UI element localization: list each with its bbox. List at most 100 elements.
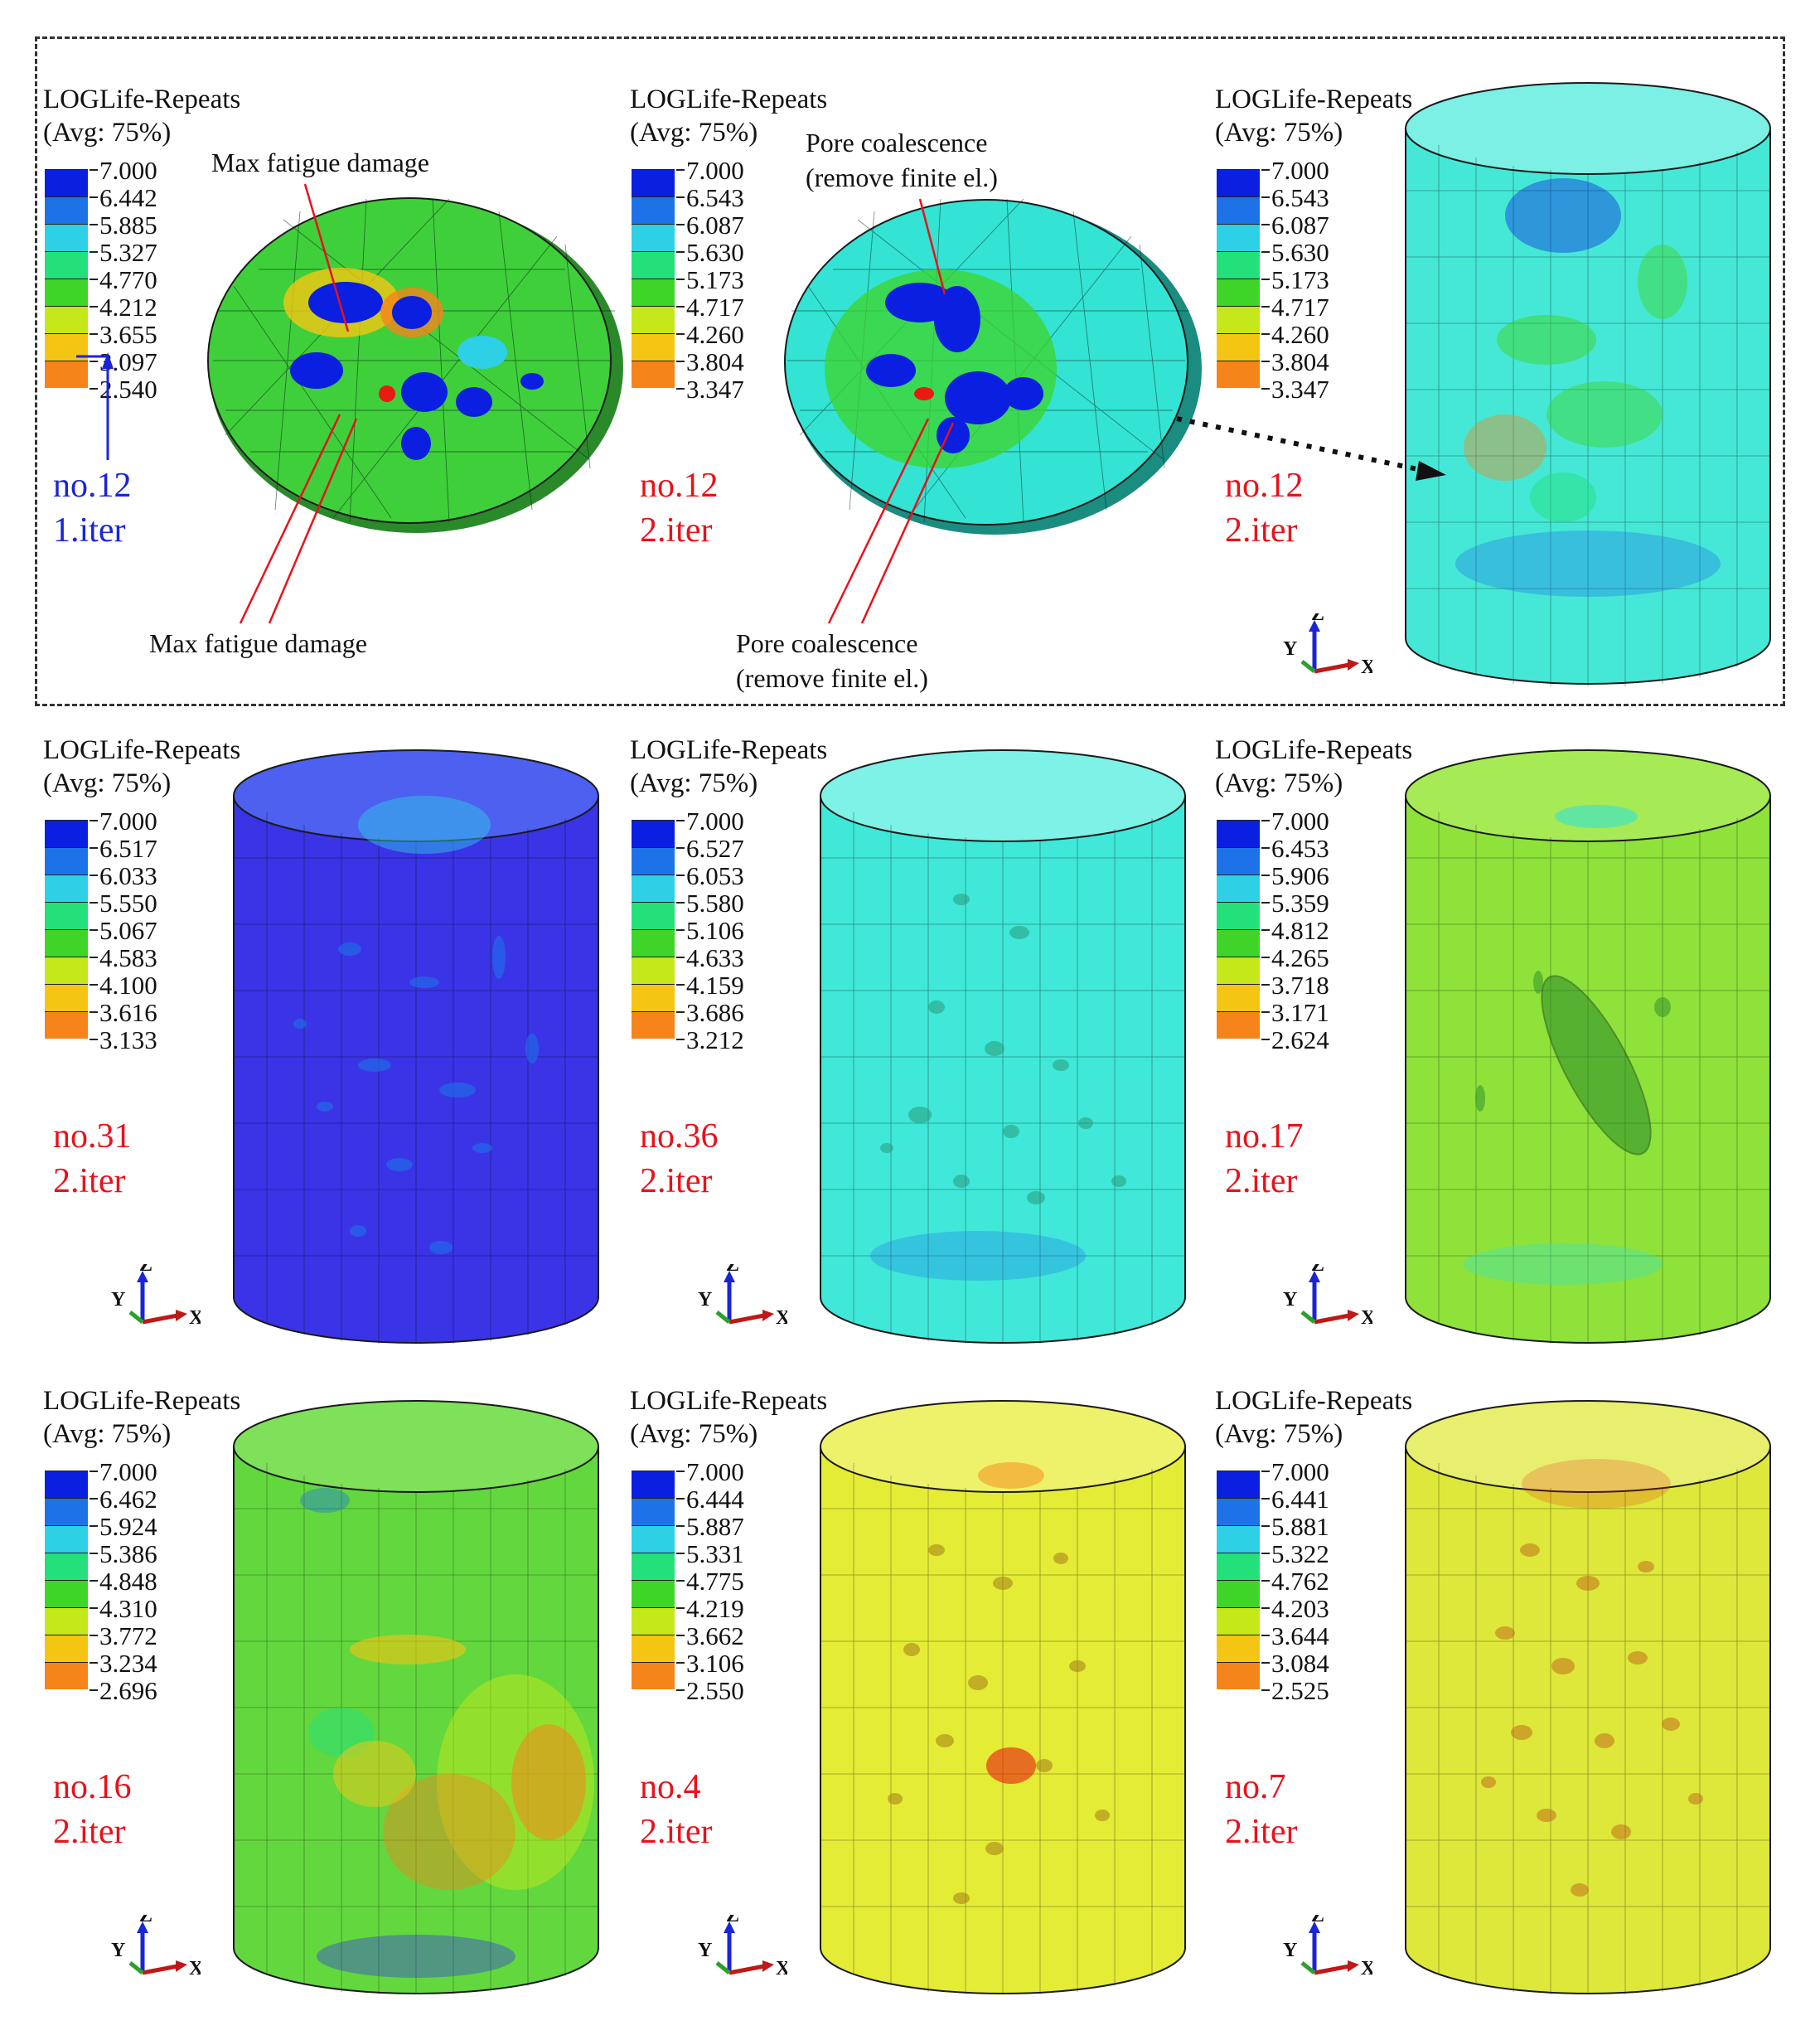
legend-swatch xyxy=(45,279,88,306)
legend-value: 5.173 xyxy=(686,265,744,294)
legend-tick xyxy=(1261,875,1270,876)
legend-tick xyxy=(1261,224,1270,225)
legend-tick xyxy=(90,306,98,308)
legend-swatch xyxy=(632,1553,675,1580)
legend-tick xyxy=(1261,847,1270,849)
legend-swatch xyxy=(632,875,675,902)
legend-value: 6.453 xyxy=(1271,834,1329,863)
annotation-pore-bottom-1: Pore coalescence xyxy=(736,628,918,658)
legend-swatch xyxy=(45,1553,88,1580)
axis-y-label: Y xyxy=(1283,1289,1297,1311)
legend-swatch xyxy=(632,820,675,847)
legend-tick xyxy=(676,847,685,849)
legend-tick xyxy=(676,1607,685,1609)
legend-swatch xyxy=(45,169,88,196)
legend-value: 5.359 xyxy=(1271,889,1329,918)
axis-y-label: Y xyxy=(698,1940,712,1961)
legend-tick xyxy=(90,1662,98,1664)
legend-swatch xyxy=(1217,902,1260,929)
legend-tick xyxy=(1261,1635,1270,1636)
legend-value: 3.686 xyxy=(686,998,744,1027)
legend-swatch xyxy=(45,1525,88,1553)
legend-swatch xyxy=(632,361,675,388)
legend-value: 5.386 xyxy=(99,1539,157,1568)
model-cylinder xyxy=(1405,82,1771,686)
legend-tick xyxy=(676,875,685,876)
legend-tick xyxy=(90,1553,98,1554)
legend-tick xyxy=(676,1525,685,1527)
legend-swatch xyxy=(1217,1662,1260,1689)
panel-6: LOGLife-Repeats (Avg: 75%) 7.000 6.453 5.9… xyxy=(1207,734,1803,1372)
legend-value: 7.000 xyxy=(1271,807,1329,836)
legend-tick xyxy=(1261,1662,1270,1664)
legend-tick xyxy=(90,1525,98,1527)
axis-triad: Z Y X xyxy=(1283,1264,1372,1329)
legend-tick xyxy=(1261,984,1270,986)
legend-value: 6.543 xyxy=(686,183,744,212)
legend-tick xyxy=(1261,251,1270,253)
legend-value: 3.084 xyxy=(1271,1649,1329,1678)
case-iteration: 2.iter xyxy=(1225,511,1298,550)
legend-avg: (Avg: 75%) xyxy=(1215,768,1343,798)
legend-tick xyxy=(1261,957,1270,958)
legend-swatch xyxy=(1217,875,1260,902)
legend-value: 7.000 xyxy=(99,807,157,836)
panel-4: LOGLife-Repeats (Avg: 75%) 7.000 6.517 6.0… xyxy=(35,734,632,1372)
legend-value: 6.442 xyxy=(99,183,157,212)
legend-value: 3.212 xyxy=(686,1025,744,1054)
axis-y-label: Y xyxy=(1283,638,1297,660)
axis-triad: Z Y X xyxy=(698,1264,787,1329)
legend-swatch xyxy=(45,984,88,1011)
color-scale: 7.000 6.543 6.087 5.630 5.173 4.717 4.260 3.804… xyxy=(1217,157,1358,402)
legend-tick xyxy=(1261,388,1270,390)
color-scale: 7.000 6.527 6.053 5.580 5.106 4.633 4.159 3.686… xyxy=(632,808,772,1053)
legend-value: 4.310 xyxy=(99,1594,157,1623)
legend-swatch xyxy=(45,306,88,333)
legend-value: 6.033 xyxy=(99,861,157,890)
legend-avg: (Avg: 75%) xyxy=(43,118,172,148)
legend-tick xyxy=(90,929,98,931)
dashed-frame xyxy=(35,36,1785,706)
annotation-max-fatigue-bottom: Max fatigue damage xyxy=(149,628,367,658)
legend-value: 5.173 xyxy=(1271,265,1329,294)
legend-tick xyxy=(90,984,98,986)
axis-x-label: X xyxy=(1361,1307,1372,1329)
legend-tick xyxy=(90,875,98,876)
legend-value: 5.580 xyxy=(686,889,744,918)
axis-triad: Z Y X xyxy=(111,1264,201,1329)
legend-value: 5.630 xyxy=(686,238,744,267)
legend-tick xyxy=(676,279,685,280)
legend-swatch xyxy=(45,333,88,361)
legend-swatch xyxy=(632,957,675,984)
legend-value: 7.000 xyxy=(1271,1457,1329,1486)
legend-tick xyxy=(1261,1689,1270,1691)
legend-swatch xyxy=(632,251,675,279)
legend-title: LOGLife-Repeats xyxy=(630,85,828,114)
legend-value: 6.462 xyxy=(99,1485,157,1514)
legend-value: 4.203 xyxy=(1271,1594,1329,1623)
legend-tick xyxy=(676,169,685,171)
legend-value: 4.717 xyxy=(1271,293,1329,322)
legend-title: LOGLife-Repeats xyxy=(1215,735,1413,765)
legend-tick xyxy=(1261,1011,1270,1013)
legend-avg: (Avg: 75%) xyxy=(630,1419,758,1449)
legend-swatch xyxy=(45,875,88,902)
legend-swatch xyxy=(1217,1553,1260,1580)
legend-swatch xyxy=(1217,1471,1260,1498)
legend-tick xyxy=(676,902,685,904)
annotation-max-fatigue-top: Max fatigue damage xyxy=(211,148,429,177)
legend-tick xyxy=(676,1471,685,1472)
legend-tick xyxy=(1261,361,1270,362)
legend-value: 6.087 xyxy=(686,211,744,240)
legend-tick xyxy=(676,957,685,958)
axis-z-label: Z xyxy=(139,1264,152,1276)
legend-swatch xyxy=(45,224,88,251)
panel-9: LOGLife-Repeats (Avg: 75%) 7.000 6.441 5.8… xyxy=(1207,1384,1803,2023)
axis-triad: Z Y X xyxy=(1283,613,1372,678)
legend-value: 4.770 xyxy=(99,265,157,294)
legend-tick xyxy=(90,1689,98,1691)
case-iteration: 2.iter xyxy=(53,1813,126,1851)
legend-value: 7.000 xyxy=(99,1457,157,1486)
case-iteration: 1.iter xyxy=(53,511,126,550)
legend-swatch xyxy=(632,279,675,306)
